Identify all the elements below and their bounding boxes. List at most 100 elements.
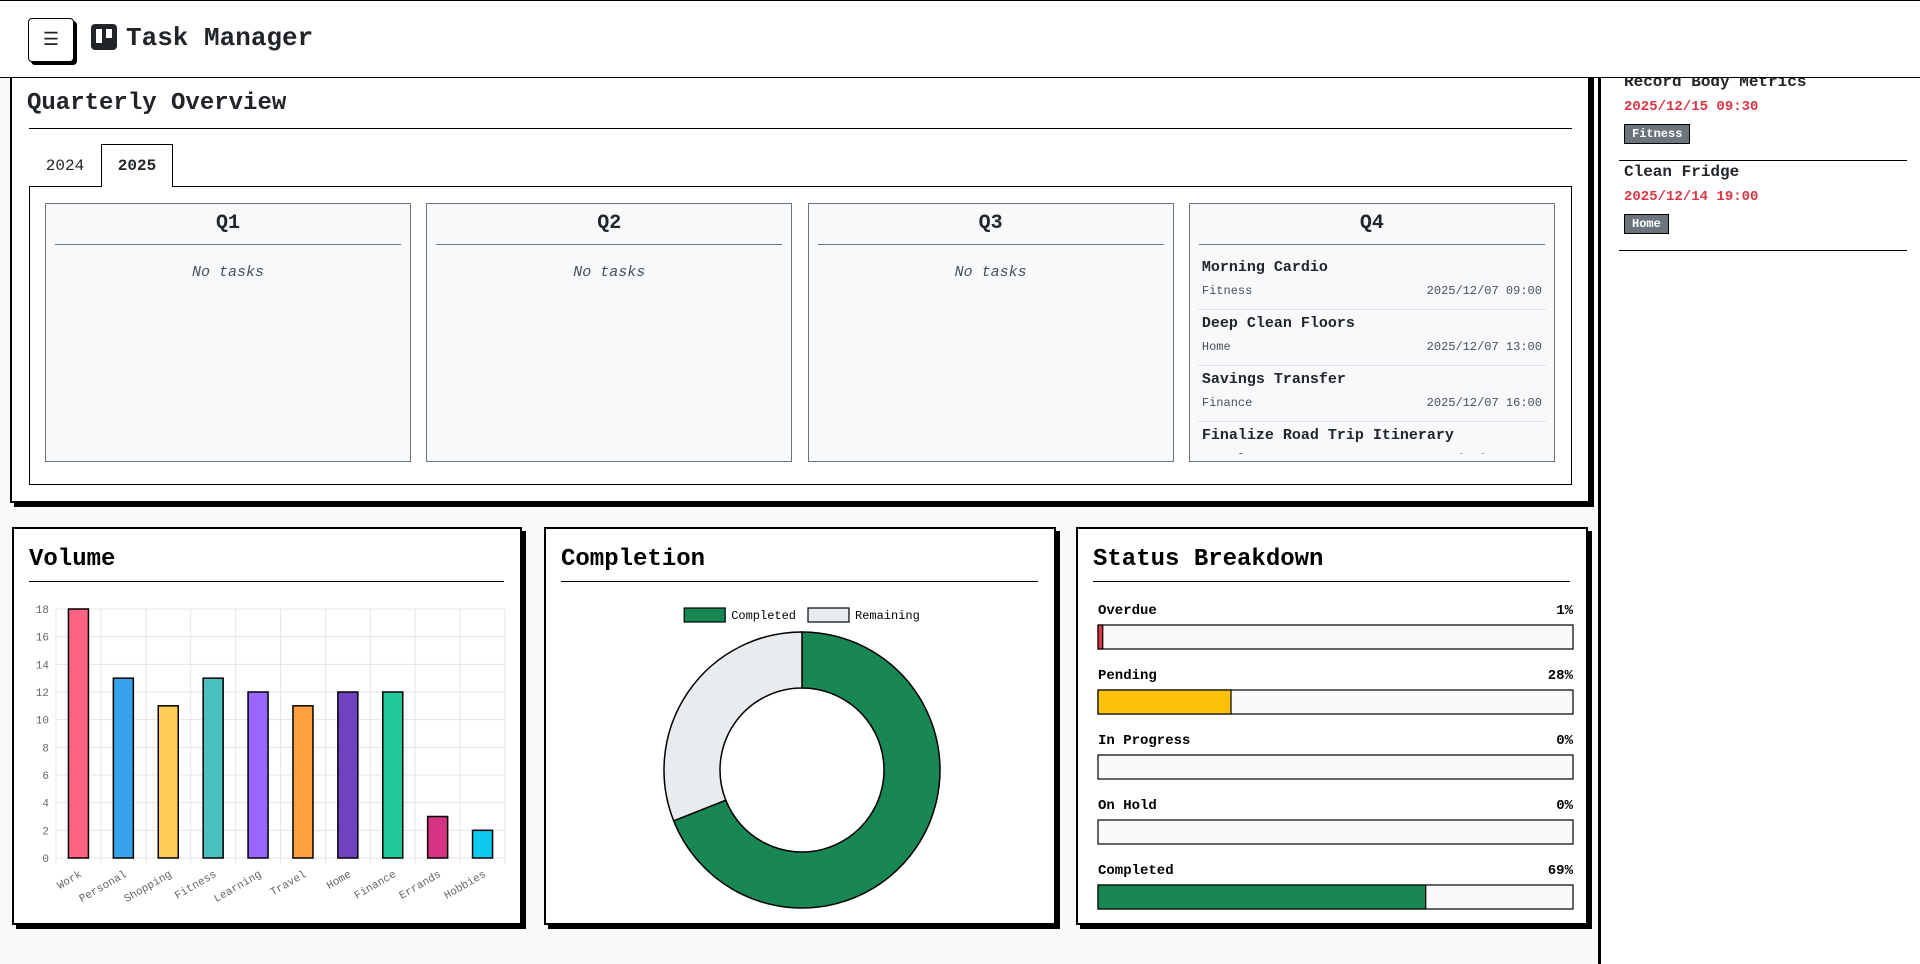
sidebar-task[interactable]: Record Body Metrics 2025/12/15 09:30 Fitne… [1619, 71, 1907, 161]
task-item[interactable]: Deep Clean Floors Home 2025/12/07 13:00 [1197, 310, 1546, 366]
progress-track [1097, 754, 1574, 780]
chart-title: Completion [561, 546, 705, 573]
x-tick-label: Fitness [173, 869, 219, 903]
task-category: Finance [1201, 396, 1253, 410]
y-tick-label: 14 [36, 660, 50, 672]
bar [426, 815, 449, 859]
task-category: Fitness [1201, 284, 1253, 298]
status-value: 0% [1556, 733, 1573, 749]
quarter-rule [436, 244, 783, 245]
bar [112, 677, 135, 859]
task-time: 2025/12/15 09:30 [1624, 99, 1759, 115]
bar [247, 691, 269, 859]
empty-note: No tasks [573, 264, 646, 281]
status-value: 1% [1556, 603, 1573, 619]
chart-title: Volume [29, 546, 115, 573]
status-label: Completed [1098, 863, 1174, 879]
app-icon [91, 24, 117, 50]
sidebar: Record Body Metrics 2025/12/15 09:30 Fitne… [1598, 73, 1920, 964]
header: ☰ Task Manager [0, 0, 1920, 78]
progress-fill [1097, 624, 1104, 650]
quarter-title: Q4 [1359, 212, 1384, 235]
task-list: Morning Cardio Fitness 2025/12/07 09:00 Dee… [1197, 254, 1546, 454]
bar [382, 691, 404, 859]
quarter-card: Q1 No tasks [45, 203, 411, 462]
task-item[interactable]: Morning Cardio Fitness 2025/12/07 09:00 [1197, 254, 1546, 310]
y-tick-label: 2 [42, 826, 49, 838]
chart-title: Status Breakdown [1093, 546, 1323, 573]
status-label: On Hold [1098, 798, 1157, 814]
bar [67, 608, 90, 859]
task-item[interactable]: Savings Transfer Finance 2025/12/07 16:00 [1197, 366, 1546, 422]
task-title: Deep Clean Floors [1201, 315, 1355, 332]
y-tick-label: 12 [36, 688, 49, 700]
bar [157, 705, 179, 859]
status-label: Overdue [1098, 603, 1157, 619]
quarter-rule [55, 244, 401, 245]
status-label: Pending [1098, 668, 1157, 684]
legend-label: Completed [731, 609, 796, 623]
bar [337, 691, 359, 859]
chart: Status Breakdown Overdue 1% Pending 28% In Pr… [1093, 546, 1574, 910]
x-tick-label: Hobbies [443, 869, 489, 903]
task-time: 2025/12/07 09:00 [1426, 284, 1542, 298]
donut-slice [663, 631, 803, 822]
chart-panel: Completion Completed Remaining [544, 527, 1056, 925]
chart-panel: Volume 0 2 4 6 8 10 12 14 16 18 Work Personal Shoppin… [12, 527, 522, 925]
task-item[interactable]: Finalize Road Trip Itinerary Travel 2025/1… [1198, 422, 1546, 454]
task-time: 2025/12/07 13:00 [1426, 340, 1542, 354]
quarter-title: Q2 [597, 212, 622, 235]
quarter-title: Q1 [215, 212, 240, 235]
menu-button[interactable]: ☰ [28, 18, 74, 62]
status-value: 28% [1548, 668, 1574, 684]
x-tick-label: Work [56, 869, 85, 893]
y-tick-label: 8 [42, 743, 49, 755]
progress-fill [1097, 689, 1232, 715]
empty-note: No tasks [191, 264, 264, 281]
y-tick-label: 16 [36, 633, 49, 645]
task-category: Travel [1202, 452, 1245, 454]
x-tick-label: Errands [398, 869, 444, 903]
chart-panel: Status Breakdown Overdue 1% Pending 28% In Pr… [1076, 527, 1588, 925]
legend-label: Remaining [855, 609, 920, 623]
y-tick-label: 0 [42, 854, 49, 866]
quarter-title: Q3 [978, 212, 1003, 235]
app-title: Task Manager [126, 23, 314, 53]
x-tick-label: Finance [353, 869, 399, 903]
panel-title: Quarterly Overview [27, 90, 287, 117]
bar [202, 677, 224, 859]
task-title: Morning Cardio [1201, 259, 1328, 276]
x-tick-label: Travel [269, 869, 309, 899]
y-tick-label: 6 [42, 771, 49, 783]
sidebar-task[interactable]: Clean Fridge 2025/12/14 19:00 Home [1619, 161, 1907, 251]
x-tick-label: Learning [212, 869, 264, 906]
y-tick-label: 4 [42, 799, 49, 811]
title-rule [29, 128, 1572, 129]
bar [292, 705, 314, 859]
task-time: 2025/12/07 17:00 [1427, 452, 1542, 454]
quarter-card: Q2 No tasks [426, 203, 793, 462]
quarter-rule [817, 244, 1164, 245]
task-category: Home [1201, 340, 1231, 354]
y-tick-label: 10 [36, 716, 49, 728]
donut-slice [672, 631, 941, 909]
quarter-rule [1198, 244, 1545, 245]
task-title: Finalize Road Trip Itinerary [1201, 427, 1454, 444]
task-time: 2025/12/07 16:00 [1426, 396, 1542, 410]
progress-track [1097, 624, 1574, 650]
status-value: 69% [1548, 863, 1574, 879]
chart: Volume 0 2 4 6 8 10 12 14 16 18 WorkPersonalShoppin… [29, 546, 506, 906]
task-tag: Home [1624, 214, 1669, 234]
quarter-card: Q4 Morning Cardio Fitness 2025/12/07 09:00 D… [1188, 203, 1555, 462]
year-tab[interactable]: 2024 [45, 156, 85, 175]
year-tab[interactable]: 2025 [101, 144, 173, 187]
progress-fill [1097, 884, 1427, 910]
progress-track [1097, 819, 1574, 845]
x-tick-label: Personal [78, 869, 130, 906]
x-tick-label: Home [325, 869, 354, 893]
empty-note: No tasks [954, 264, 1027, 281]
task-title: Clean Fridge [1624, 163, 1740, 181]
task-time: 2025/12/14 19:00 [1624, 189, 1759, 205]
legend-swatch [807, 607, 850, 623]
